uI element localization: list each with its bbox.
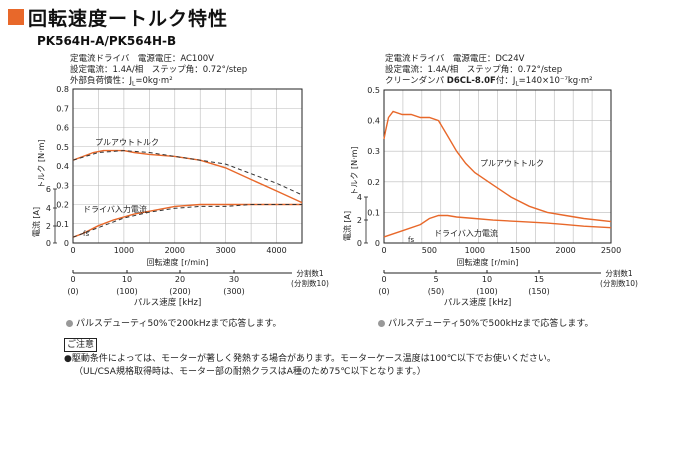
chart1-pulse-axis-label: パルス速度 [kHz] (134, 297, 202, 308)
title-marker-icon (8, 9, 24, 25)
chart1-speed-axis-label: 回転速度 [r/min] (147, 257, 209, 267)
chart1-torque-tick-label: 0.4 (56, 162, 69, 171)
chart2-torque-tick-label: 0.3 (367, 147, 380, 156)
caution-text-1: ●駆動条件によっては、モーターが著しく発熱する場合があります。モーターケース温度… (64, 354, 556, 364)
chart2-speed-axis-label: 回転速度 [r/min] (457, 257, 519, 267)
chart1-current-tick-label: 4 (46, 204, 51, 213)
section-header: 回転速度ートルク特性 (8, 6, 229, 30)
chart1-current-tick-label: 0 (46, 239, 51, 248)
chart1-plot-frame (72, 88, 303, 244)
chart1-current-tick-label: 2 (46, 222, 51, 231)
chart1-series-line-1 (72, 149, 303, 204)
chart2-pulse-tick-label: 10 (482, 275, 492, 284)
chart2-torque-tick-label: 0.1 (367, 208, 380, 217)
chart2-pullout-torque-label: プルアウトトルク (480, 159, 544, 168)
chart1-pullout-torque-label: プルアウトトルク (95, 138, 159, 147)
chart2-pulse-tick-label: 15 (534, 275, 544, 284)
chart1-torque-tick-label: 0.3 (56, 181, 69, 190)
chart1-speed-tick-label: 1000 (114, 246, 134, 255)
page-title: 回転速度ートルク特性 (28, 7, 229, 30)
chart2-speed-tick-label: 500 (422, 246, 437, 255)
chart1-torque-axis-label: トルク [N·m] (37, 139, 46, 188)
chart2-current-tick-label: 0 (357, 239, 362, 248)
chart2-speed-tick-label: 2000 (555, 246, 575, 255)
chart2-pulse-tick-label-div10: (150) (528, 287, 550, 296)
caution-label: ご注意 (64, 338, 98, 352)
chart1-torque-tick-label: 0.6 (56, 124, 69, 133)
chart2-torque-tick-label: 0.2 (367, 178, 380, 187)
chart1-torque-tick-label: 0.5 (56, 143, 69, 152)
chart1-fs-label: fs (83, 230, 89, 238)
chart2-note: パルスデューティ50%で500kHzまで応答します。 (378, 316, 593, 329)
chart1-condition-1: 定電流ドライバ 電源電圧：AC100V (70, 54, 214, 64)
chart2-torque-tick-label: 0.5 (367, 86, 380, 95)
chart1-current-axis-label: 電流 [A] (31, 207, 41, 237)
chart2-current-axis-label: 電流 [A] (342, 211, 352, 241)
chart1-speed-tick-label: 0 (70, 246, 75, 255)
chart2-condition-2: 設定電流：1.4A/相 ステップ角：0.72°/step (385, 65, 563, 75)
chart2-speed-tick-label: 1500 (510, 246, 530, 255)
chart1-pulse-tick-label-div10: (0) (67, 287, 78, 296)
chart1-pulse-tick-label-div10: (200) (169, 287, 191, 296)
chart1-driver-current-label: ドライバ入力電流 (83, 204, 147, 214)
bullet-icon (66, 320, 73, 327)
chart1-series-line-2 (72, 150, 303, 196)
chart1-speed-tick-label: 2000 (165, 246, 185, 255)
caution-text-2: （UL/CSA規格取得時は、モーター部の耐熱クラスはA種のため75℃以下となりま… (74, 367, 426, 377)
chart2-current-tick-label: 4 (357, 193, 362, 202)
chart2-pulse-axis-label: パルス速度 [kHz] (444, 297, 512, 308)
chart1-torque-tick-label: 0.7 (56, 104, 69, 113)
chart2-torque-tick-label: 0.4 (367, 117, 380, 126)
chart1-note: パルスデューティ50%で200kHzまで応答します。 (66, 316, 281, 329)
chart2-speed-tick-label: 0 (381, 246, 386, 255)
chart1-series-line-3 (72, 203, 302, 238)
chart2-current-tick-label: 2 (357, 216, 362, 225)
chart2-conditions: 定電流ドライバ 電源電圧：DC24V 設定電流：1.4A/相 ステップ角：0.7… (385, 54, 593, 90)
chart2-pulse-tick-label-div10: (100) (476, 287, 498, 296)
chart1-pulse-tick-label: 30 (229, 275, 239, 284)
chart2-pulse-tick-label-div10: (0) (378, 287, 389, 296)
chart2-div-label-10: (分割数10) (600, 278, 638, 288)
chart2-condition-1: 定電流ドライバ 電源電圧：DC24V (385, 54, 525, 64)
chart1-pulse-tick-label: 20 (175, 275, 185, 284)
chart2-series-line-2 (383, 214, 612, 238)
chart2-torque-axis-label: トルク [N·m] (350, 146, 359, 195)
chart2-fs-label: fs (408, 236, 414, 244)
chart2-torque-tick-label: 0 (375, 239, 380, 248)
chart2-div-label-1: 分割数1 (605, 268, 632, 278)
chart2-pulse-tick-label: 5 (433, 275, 438, 284)
chart1-condition-3: 外部負荷慣性：JL=0kg·m² (70, 76, 173, 88)
chart1-pulse-tick-label: 10 (122, 275, 132, 284)
chart1-torque-tick-label: 0.8 (56, 85, 69, 94)
chart2-series-line-1 (383, 110, 612, 223)
chart1-torque-tick-label: 0.1 (56, 220, 69, 229)
chart1-div-label-10: (分割数10) (291, 278, 329, 288)
chart1-condition-2: 設定電流：1.4A/相 ステップ角：0.72°/step (70, 65, 248, 75)
chart1-speed-tick-label: 3000 (215, 246, 235, 255)
chart1-pulse-tick-label: 0 (70, 275, 75, 284)
chart1-current-tick-label: 6 (46, 185, 51, 194)
chart2-condition-3: クリーンダンパ D6CL-8.0F付：JL=140×10⁻⁷kg·m² (385, 76, 593, 88)
model-name: PK564H-A/PK564H-B (37, 34, 177, 48)
chart1-pulse-tick-label-div10: (300) (223, 287, 245, 296)
chart2-plot-frame (383, 89, 612, 244)
chart2-pulse-tick-label: 0 (381, 275, 386, 284)
chart1-div-label-1: 分割数1 (296, 268, 323, 278)
chart1-torque-tick-label: 0.2 (56, 201, 69, 210)
bullet-icon (378, 320, 385, 327)
chart2-pulse-tick-label-div10: (50) (428, 287, 444, 296)
chart2-speed-tick-label: 2500 (601, 246, 621, 255)
chart2-driver-current-label: ドライバ入力電流 (434, 228, 498, 238)
chart2-speed-tick-label: 1000 (465, 246, 485, 255)
chart1-conditions: 定電流ドライバ 電源電圧：AC100V 設定電流：1.4A/相 ステップ角：0.… (70, 54, 247, 90)
chart1-speed-tick-label: 4000 (266, 246, 286, 255)
chart1-pulse-tick-label-div10: (100) (116, 287, 138, 296)
chart1-torque-tick-label: 0 (64, 239, 69, 248)
